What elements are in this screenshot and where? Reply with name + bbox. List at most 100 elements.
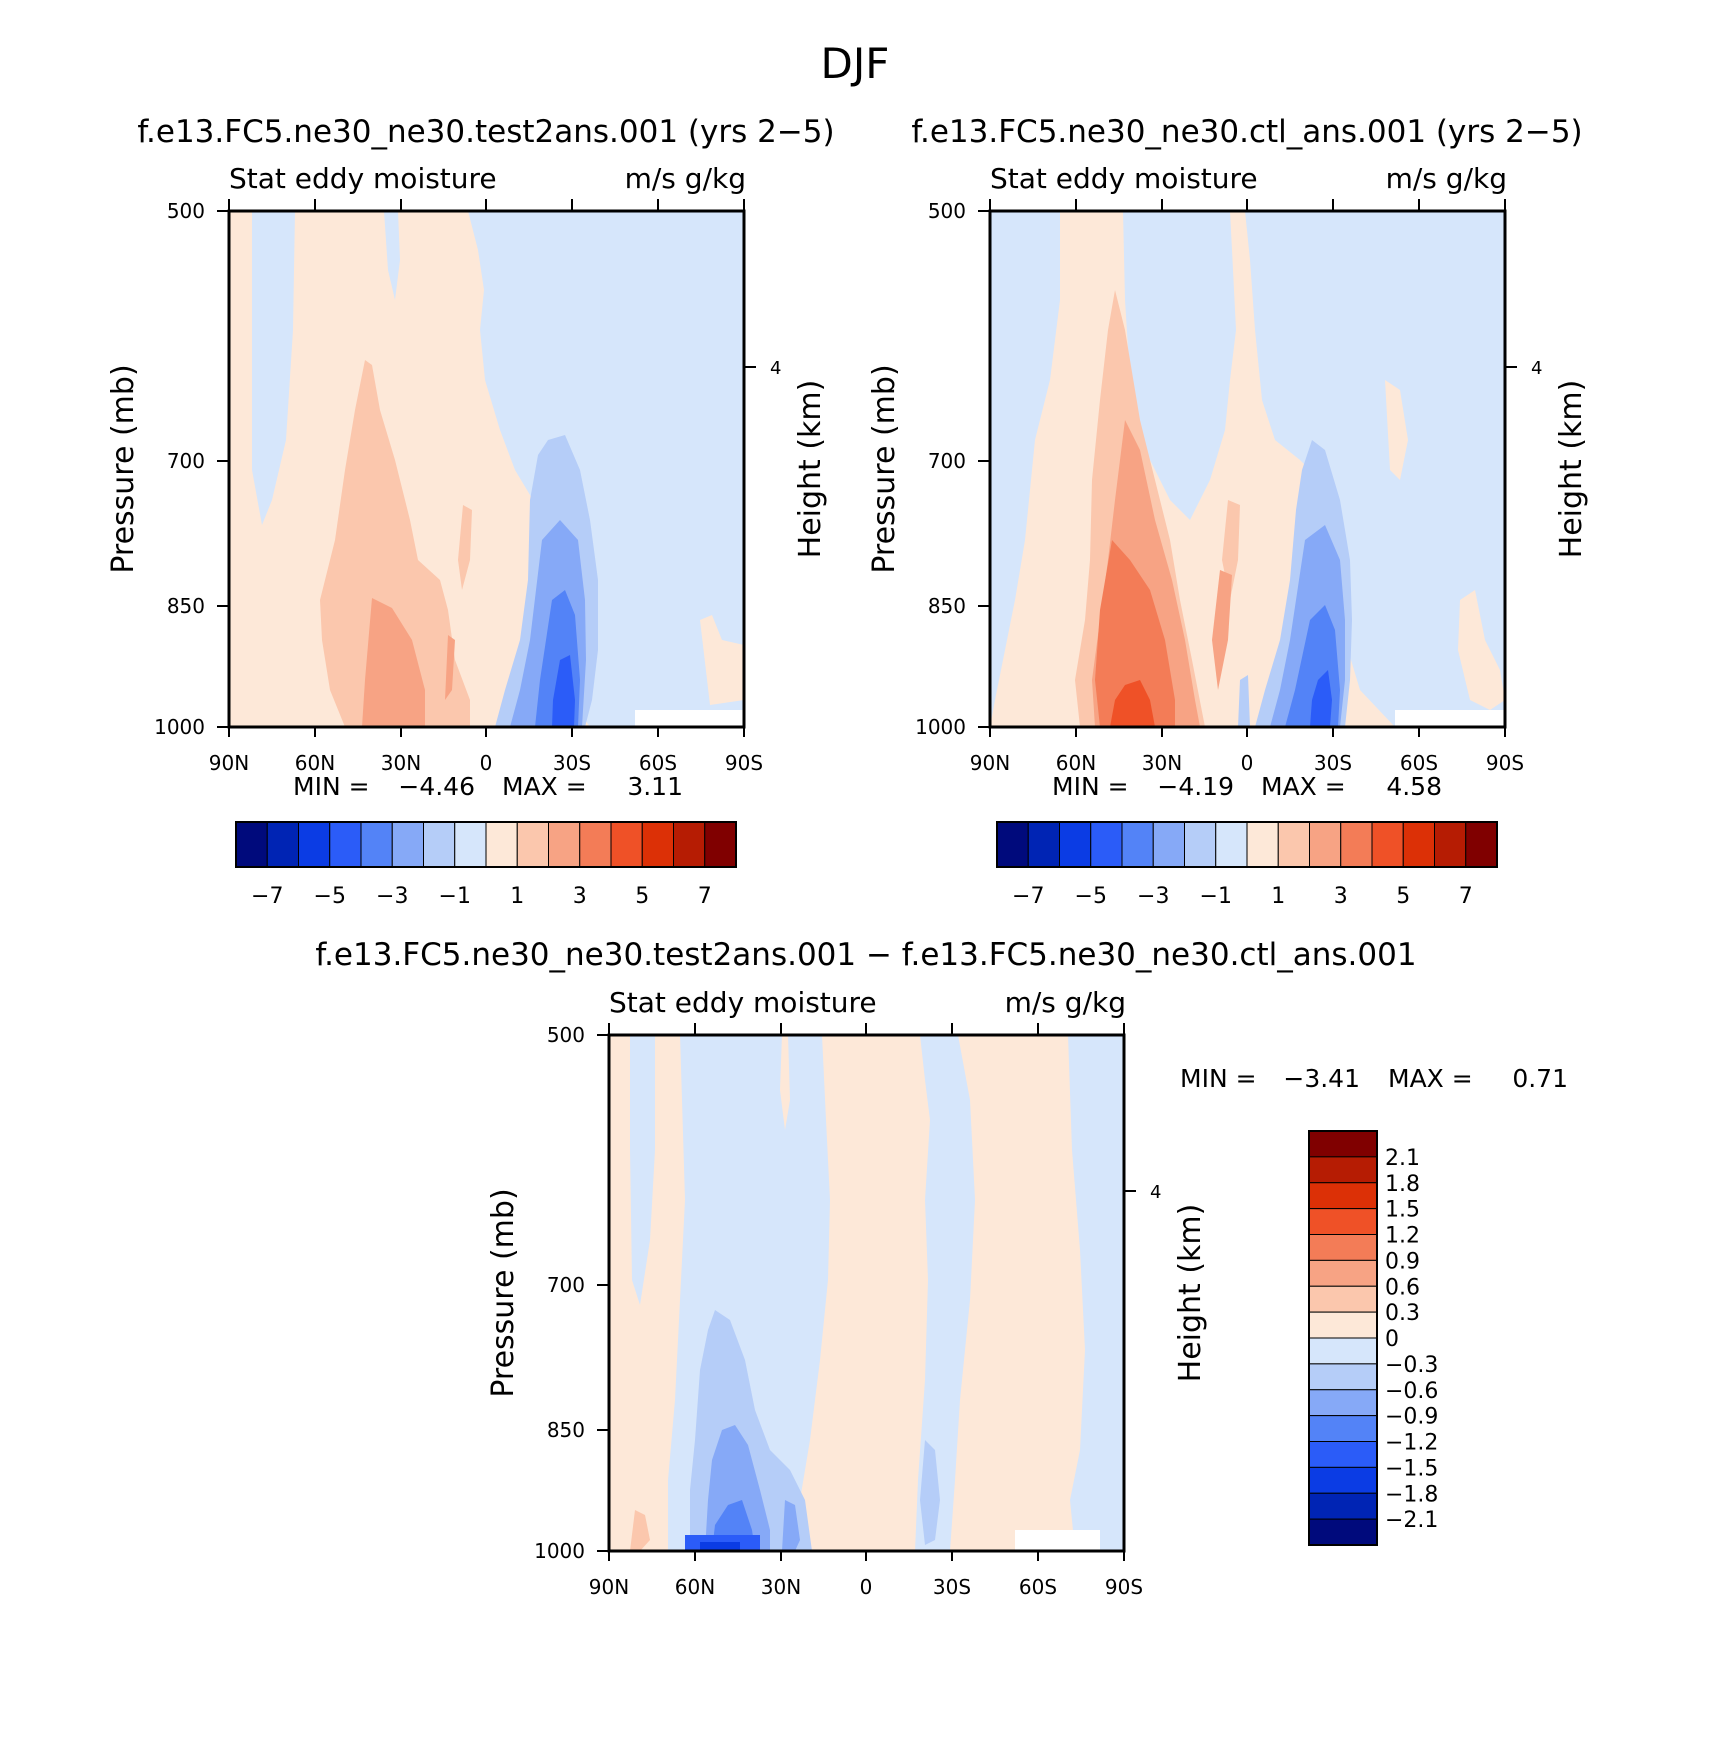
x-tick-label: 30S: [553, 751, 591, 775]
colorbar-swatch: [298, 821, 331, 868]
colorbar-label: 3: [573, 884, 587, 909]
x-tick-label: 0: [1241, 751, 1254, 775]
colorbar-swatch: [1152, 821, 1185, 868]
y-axis-label: Pressure (mb): [106, 364, 141, 573]
x-tick-label: 30S: [933, 1575, 971, 1599]
x-tick-label: 90N: [209, 751, 249, 775]
colorbar-swatch: [391, 821, 424, 868]
colorbar: −7 −5 −3 −1 1 3 5 7: [235, 821, 737, 909]
colorbar-swatch: [485, 821, 518, 868]
colorbar-swatch: [1308, 1182, 1378, 1210]
panel-difference: f.e13.FC5.ne30_ne30.test2ans.001 − f.e13…: [315, 937, 1568, 1599]
colorbar-swatch: [360, 821, 393, 868]
colorbar-label: −5: [314, 884, 346, 909]
colorbar-swatch: [1371, 821, 1404, 868]
colorbar-label: 1.2: [1385, 1224, 1420, 1249]
page-title: DJF: [821, 39, 890, 88]
stat-min-label: MIN =: [1180, 1064, 1257, 1093]
colorbar: 2.11.81.51.20.90.60.30−0.3−0.6−0.9−1.2−1…: [1308, 1130, 1438, 1546]
x-tick-label: 30N: [381, 751, 421, 775]
stat-min-value: −4.46: [398, 772, 475, 801]
y-axis: 500 700 850 1000 4 Pressure (mb) Height …: [106, 199, 828, 739]
colorbar-swatch: [610, 821, 643, 868]
y-right-tick-label: 4: [1150, 1182, 1161, 1203]
stat-max-label: MAX =: [1388, 1064, 1473, 1093]
panel-title: f.e13.FC5.ne30_ne30.test2ans.001 − f.e13…: [315, 937, 1416, 973]
y-axis-label: Pressure (mb): [486, 1188, 521, 1397]
colorbar-label: −1: [439, 884, 471, 909]
x-tick-label: 60S: [639, 751, 677, 775]
colorbar-swatch: [1308, 1466, 1378, 1494]
y-tick-label: 700: [928, 449, 966, 473]
colorbar-outline: [996, 821, 1498, 868]
colorbar-label: −1.2: [1385, 1431, 1438, 1456]
y-axis: 500 700 850 1000 4 Pressure (mb) Height …: [867, 199, 1589, 739]
colorbar-swatch: [1121, 821, 1154, 868]
x-tick-label: 90S: [1486, 751, 1524, 775]
stat-max-value: 0.71: [1512, 1064, 1568, 1093]
x-tick-label: 60N: [295, 751, 335, 775]
x-tick-label: 60S: [1400, 751, 1438, 775]
colorbar-swatch: [1184, 821, 1217, 868]
y-tick-label: 850: [167, 594, 205, 618]
x-tick-label: 30N: [1142, 751, 1182, 775]
colorbar-swatch: [329, 821, 362, 868]
colorbar-swatch: [516, 821, 549, 868]
colorbar-label: −0.6: [1385, 1379, 1438, 1404]
y-right-tick-label: 4: [1531, 358, 1542, 379]
colorbar-label: −2.1: [1385, 1508, 1438, 1533]
x-tick-label: 30N: [761, 1575, 801, 1599]
panel-subtitle-left: Stat eddy moisture: [229, 162, 497, 195]
stat-max-label: MAX =: [1261, 772, 1346, 801]
colorbar-swatch: [673, 821, 706, 868]
colorbar-label: 7: [1459, 884, 1473, 909]
colorbar-swatch: [1434, 821, 1467, 868]
y-tick-label: 700: [547, 1273, 585, 1297]
x-axis: 90N 60N 30N 0 30S 60S 90S: [589, 1023, 1143, 1599]
panel-subtitle-right: m/s g/kg: [1005, 986, 1126, 1019]
colorbar-swatch: [1308, 1208, 1378, 1235]
stat-max-value: 3.11: [627, 772, 683, 801]
panel-subtitle-right: m/s g/kg: [1386, 162, 1507, 195]
colorbar-label: 1.8: [1385, 1172, 1420, 1197]
y-axis-right-label: Height (km): [1554, 380, 1589, 559]
colorbar-label: −1.8: [1385, 1482, 1438, 1507]
stats-line: MIN = −4.19 MAX = 4.58: [1052, 772, 1442, 801]
colorbar-swatch: [1308, 1415, 1378, 1442]
colorbar-swatch: [1308, 1285, 1378, 1313]
y-tick-label: 500: [167, 199, 205, 223]
colorbar-label: −3: [1137, 884, 1169, 909]
colorbar-label: −0.9: [1385, 1405, 1438, 1430]
y-tick-label: 850: [547, 1418, 585, 1442]
colorbar-label: 0: [1385, 1327, 1399, 1352]
colorbar-swatch: [454, 821, 487, 868]
y-tick-label: 1000: [154, 715, 205, 739]
colorbar-swatch: [1308, 1156, 1378, 1184]
colorbar-label: −3: [376, 884, 408, 909]
panel-title: f.e13.FC5.ne30_ne30.test2ans.001 (yrs 2−…: [137, 114, 834, 150]
y-tick-label: 700: [167, 449, 205, 473]
colorbar-label: −7: [1012, 884, 1044, 909]
panel-subtitle-left: Stat eddy moisture: [609, 986, 877, 1019]
colorbar-swatch: [1246, 821, 1279, 868]
colorbar-swatch: [1090, 821, 1123, 868]
panel-subtitle-right: m/s g/kg: [625, 162, 746, 195]
colorbar-swatch: [1308, 1389, 1378, 1417]
x-tick-label: 60N: [1056, 751, 1096, 775]
x-tick-label: 0: [480, 751, 493, 775]
contour-field: [990, 211, 1505, 727]
colorbar-label: −0.3: [1385, 1353, 1438, 1378]
stat-max-label: MAX =: [502, 772, 587, 801]
colorbar-label: 2.1: [1385, 1146, 1420, 1171]
colorbar-swatch: [1308, 1130, 1378, 1158]
panel-test2: f.e13.FC5.ne30_ne30.test2ans.001 (yrs 2−…: [106, 114, 835, 909]
y-tick-label: 1000: [915, 715, 966, 739]
contour-field: [609, 1035, 1124, 1551]
colorbar-swatch: [1308, 1311, 1378, 1339]
colorbar-swatch: [1465, 821, 1498, 868]
x-axis: 90N 60N 30N 0 30S 60S 90S: [970, 199, 1524, 775]
y-tick-label: 500: [928, 199, 966, 223]
colorbar-swatch: [1308, 1492, 1378, 1520]
colorbar-label: 0.3: [1385, 1301, 1420, 1326]
